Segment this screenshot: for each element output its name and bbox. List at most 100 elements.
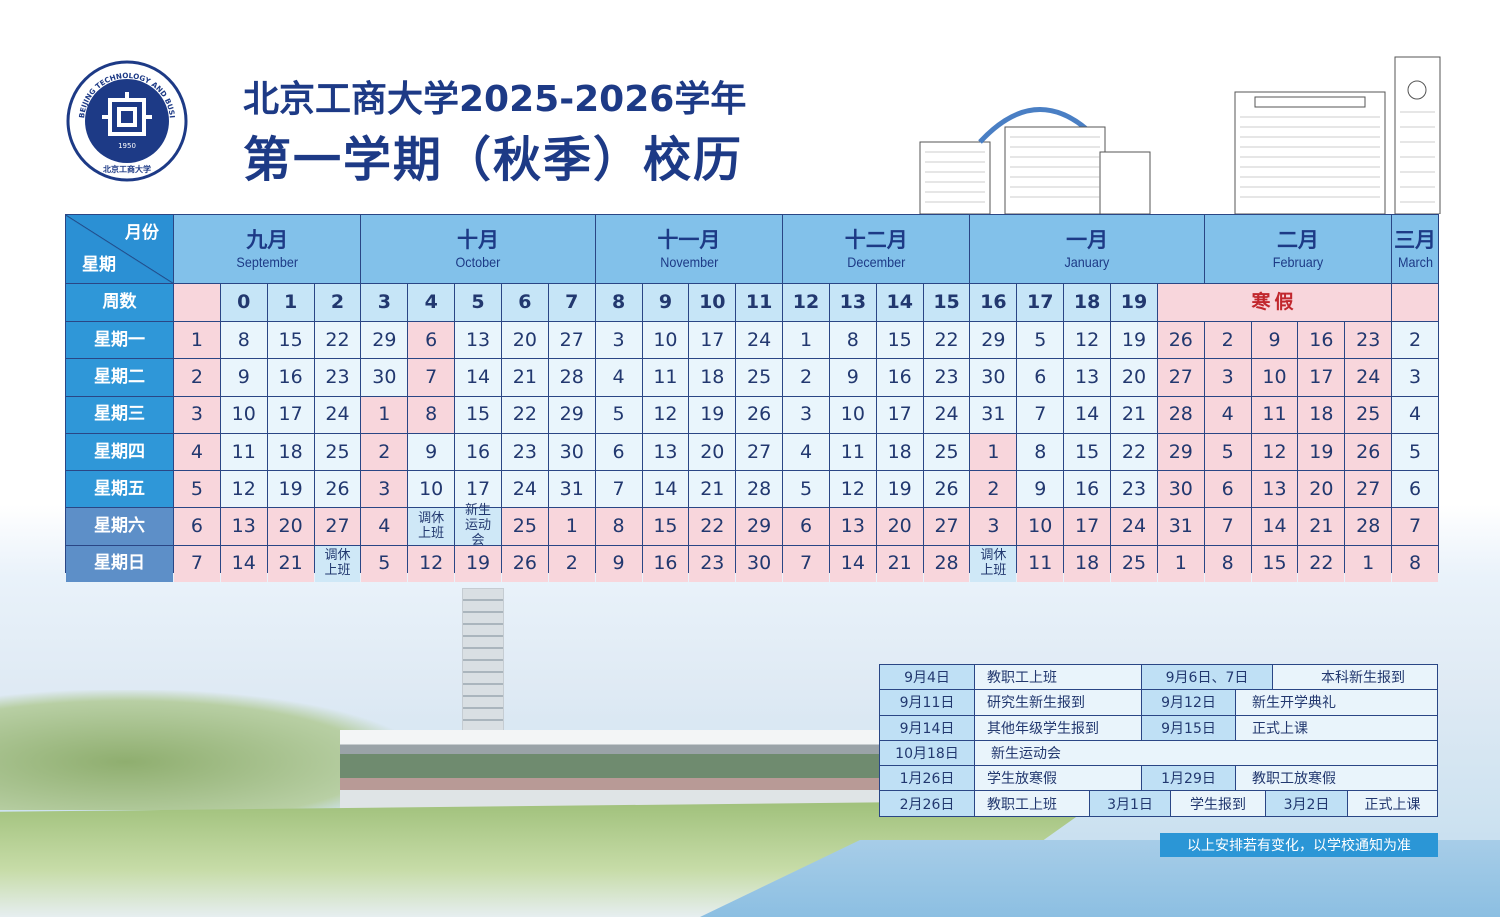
week-number: 17 (1017, 284, 1064, 321)
day-cell: 24 (923, 396, 970, 433)
day-cell-holiday: 23 (1345, 322, 1392, 359)
week-number: 8 (595, 284, 642, 321)
day-cell-holiday: 8 (1392, 545, 1438, 583)
day-cell: 24 (314, 396, 361, 433)
day-cell: 29 (361, 322, 408, 359)
day-cell-holiday: 27 (1345, 471, 1392, 508)
day-cell: 17 (455, 471, 501, 508)
day-cell: 4 (595, 359, 642, 396)
day-cell: 18 (689, 359, 736, 396)
event-description: 正式上课 (1236, 715, 1437, 740)
day-cell: 2 (1392, 322, 1438, 359)
day-cell-holiday: 18 (1064, 545, 1111, 583)
svg-text:北京工商大学: 北京工商大学 (103, 164, 151, 174)
day-cell-holiday: 24 (1345, 359, 1392, 396)
event-description: 其他年级学生报到 (975, 715, 1141, 740)
day-cell: 15 (267, 322, 314, 359)
day-cell-holiday: 26 (501, 545, 548, 583)
week-number: 6 (501, 284, 548, 321)
day-cell-holiday: 10 (1251, 359, 1298, 396)
month-header: 十一月 November (595, 215, 783, 283)
day-cell: 3 (1392, 359, 1438, 396)
day-cell-holiday: 30 (1157, 471, 1204, 508)
event-date: 2月26日 (880, 791, 974, 816)
day-cell: 17 (267, 396, 314, 433)
week-number: 2 (314, 284, 361, 321)
week-number: 16 (970, 284, 1017, 321)
event-description: 教职工上班 (975, 665, 1141, 690)
day-cell-holiday: 22 (689, 508, 736, 545)
day-cell-holiday: 31 (1157, 508, 1204, 545)
event-date: 10月18日 (880, 740, 974, 766)
event-description: 学生放寒假 (975, 766, 1141, 791)
day-cell: 5 (783, 471, 829, 508)
week-number: 0 (220, 284, 267, 321)
day-cell-holiday: 9 (1251, 322, 1298, 359)
day-cell: 13 (1064, 359, 1111, 396)
month-name-cn: 三月 (1394, 227, 1437, 252)
day-cell: 8 (829, 322, 876, 359)
day-cell-holiday: 1 (361, 396, 408, 433)
day-cell: 22 (1111, 433, 1157, 471)
day-cell-holiday: 15 (1251, 545, 1298, 583)
day-cell-holiday: 7 (1392, 508, 1438, 545)
event-description: 学生报到 (1171, 791, 1265, 816)
day-cell-holiday: 16 (642, 545, 689, 583)
day-cell: 21 (501, 359, 548, 396)
month-name-en: February (1272, 253, 1324, 270)
events-table: 9月4日 教职工上班 9月6日、7日 本科新生报到 9月11日 研究生新生报到 9月12日新… (879, 664, 1438, 817)
day-cell: 10 (220, 396, 267, 433)
weekday-axis-label: 星期 (82, 255, 116, 275)
day-cell-special: 新生 运动会 (455, 503, 501, 548)
day-cell-holiday: 8 (408, 396, 455, 433)
event-row: 1月26日 学生放寒假 1月29日 教职工放寒假 (880, 766, 1437, 791)
day-cell: 14 (1064, 396, 1111, 433)
day-cell: 6 (1392, 471, 1438, 508)
day-cell: 26 (923, 471, 970, 508)
month-name-cn: 十一月 (657, 227, 721, 252)
month-name-cn: 一月 (1066, 227, 1109, 252)
day-cell: 7 (595, 471, 642, 508)
month-name-en: January (1064, 253, 1110, 270)
day-cell-holiday: 2 (361, 433, 408, 471)
event-row: 9月14日 其他年级学生报到 9月15日 正式上课 (880, 715, 1437, 740)
day-cell-holiday: 25 (501, 508, 548, 545)
day-cell-holiday: 12 (1251, 433, 1298, 471)
university-logo: BEIJING TECHNOLOGY AND BUSINESS UNIVERSI… (66, 60, 188, 182)
day-cell: 8 (220, 322, 267, 359)
day-cell-holiday: 27 (923, 508, 970, 545)
day-cell-holiday: 9 (595, 545, 642, 583)
month-name-en: March (1397, 253, 1433, 270)
page-subtitle: 第一学期（秋季）校历 (243, 132, 744, 188)
week-number (1392, 284, 1438, 321)
day-cell-holiday: 4 (361, 508, 408, 545)
day-cell: 21 (1111, 396, 1157, 433)
event-date: 9月6日、7日 (1142, 665, 1272, 690)
week-number: 1 (267, 284, 314, 321)
day-cell-holiday: 1 (174, 322, 220, 359)
day-cell-holiday: 13 (220, 508, 267, 545)
day-cell: 2 (783, 359, 829, 396)
day-cell: 25 (736, 359, 783, 396)
day-cell-holiday: 7 (174, 545, 220, 583)
day-cell-holiday: 14 (1251, 508, 1298, 545)
day-cell: 19 (1111, 322, 1157, 359)
day-cell: 11 (220, 433, 267, 471)
month-name-en: November (659, 253, 718, 270)
day-cell-holiday: 17 (1064, 508, 1111, 545)
notice-banner: 以上安排若有变化，以学校通知为准 (1160, 833, 1438, 857)
day-cell: 19 (689, 396, 736, 433)
day-cell-holiday: 26 (1157, 322, 1204, 359)
day-cell-holiday: 19 (1298, 433, 1345, 471)
month-axis-label: 月份 (125, 223, 159, 243)
day-cell: 19 (876, 471, 923, 508)
day-cell: 6 (595, 433, 642, 471)
day-cell: 11 (829, 433, 876, 471)
day-cell: 27 (736, 433, 783, 471)
day-cell: 15 (876, 322, 923, 359)
day-cell: 12 (1064, 322, 1111, 359)
day-cell: 14 (642, 471, 689, 508)
day-cell: 23 (923, 359, 970, 396)
day-cell-holiday: 4 (1204, 396, 1251, 433)
day-cell: 29 (548, 396, 595, 433)
